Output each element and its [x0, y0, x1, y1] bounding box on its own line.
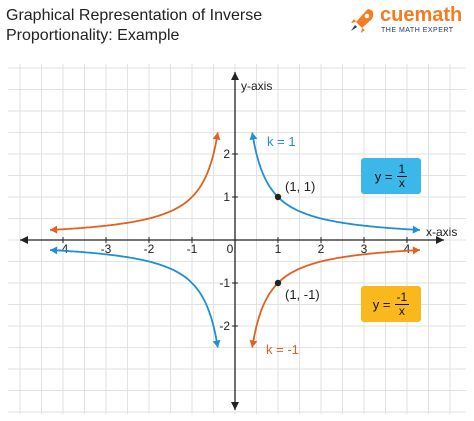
x-tick-label: -4 [58, 242, 69, 256]
points: (1, 1) (1, -1) [274, 179, 320, 302]
y-tick-label: 1 [223, 190, 230, 204]
page-title: Graphical Representation of Inverse Prop… [6, 7, 263, 44]
equation-numerator: -1 [394, 289, 410, 305]
curve-arrowhead [249, 339, 258, 348]
equation-box-positive: y = 1 x [361, 158, 421, 194]
logo-text: cuemath [380, 4, 463, 26]
point-label: (1, -1) [285, 287, 320, 302]
equation-denominator: x [398, 175, 405, 190]
x-tick-label: -3 [101, 242, 112, 256]
rocket-icon [351, 9, 374, 33]
axes: x-axis y-axis [20, 72, 457, 410]
y-tick-label: -2 [219, 319, 230, 333]
equation-box-negative: y = -1 x [361, 286, 421, 322]
equation-fraction: -1 x [394, 289, 410, 318]
x-axis-arrow-right [436, 236, 444, 244]
equation-numerator: 1 [396, 161, 408, 177]
curve-arrowhead [412, 225, 420, 234]
equation-fraction: 1 x [396, 161, 408, 190]
point-marker [274, 279, 282, 287]
y-tick-label: -1 [219, 276, 230, 290]
series-line-k-1-branch-1 [50, 249, 219, 348]
annotations: k = 1 k = -1 [266, 134, 299, 357]
curve-arrowhead [50, 225, 58, 234]
series-line-k-minus-1-branch-0 [50, 132, 219, 231]
equation-lhs: y = [372, 296, 391, 312]
x-tick-label: -1 [187, 242, 198, 256]
x-tick-label: -2 [144, 242, 155, 256]
x-tick-label: 1 [275, 242, 282, 256]
curve-arrowhead [212, 132, 221, 141]
x-axis-label: x-axis [426, 225, 457, 239]
series-annotation: k = 1 [267, 134, 296, 149]
tick-labels: -4 -3 -2 -1 0 1 2 3 4 -2 -1 1 2 [58, 147, 411, 333]
x-axis-arrow-left [20, 236, 28, 244]
x-tick-label: 3 [361, 242, 368, 256]
curve-arrowhead [212, 339, 221, 348]
series-annotation: k = -1 [266, 342, 299, 357]
y-axis-label: y-axis [241, 79, 272, 93]
cuemath-logo: cuemath THE MATH EXPERT [348, 4, 468, 38]
curve-arrowhead [412, 246, 420, 255]
curve-arrowhead [249, 132, 258, 141]
point-marker [274, 193, 282, 201]
point-label: (1, 1) [285, 179, 315, 194]
x-tick-label: 4 [404, 242, 411, 256]
y-axis-arrow-up [231, 72, 239, 80]
equation-denominator: x [398, 303, 405, 318]
x-tick-label: 0 [227, 242, 234, 256]
x-tick-label: 2 [318, 242, 325, 256]
y-tick-label: 2 [223, 147, 230, 161]
y-axis-arrow-down [231, 402, 239, 410]
curves [50, 132, 420, 348]
curve-arrowhead [50, 246, 58, 255]
equation-lhs: y = [374, 168, 393, 184]
logo-tagline: THE MATH EXPERT [381, 27, 454, 34]
grid [8, 64, 466, 414]
